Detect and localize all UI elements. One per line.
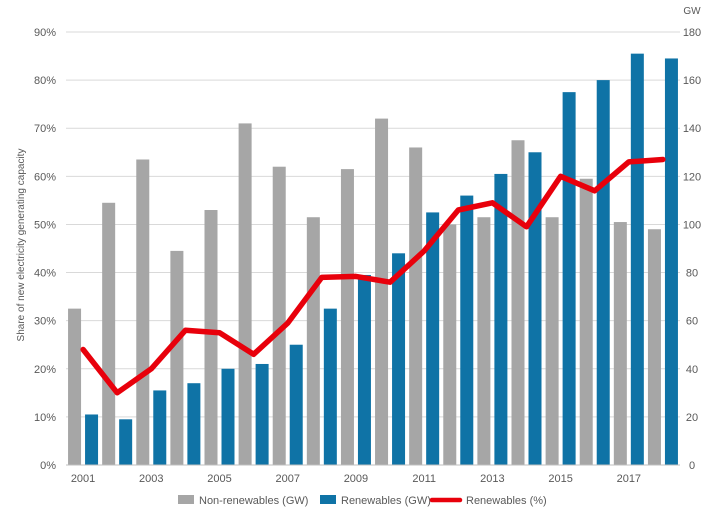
bars	[68, 53, 678, 466]
legend-swatch-renewables	[320, 495, 336, 504]
bar-non-renewables	[272, 166, 286, 465]
gridlines	[66, 31, 680, 418]
y-right-tick-label: 20	[686, 412, 698, 424]
y-left-tick-label: 70%	[34, 123, 56, 135]
y-left-tick-label: 40%	[34, 268, 56, 280]
bar-renewables	[426, 212, 440, 465]
bar-non-renewables	[511, 140, 525, 465]
legend: Non-renewables (GW) Renewables (GW) Renewa…	[178, 495, 547, 507]
x-tick-label: 2013	[480, 473, 504, 485]
bar-renewables	[255, 363, 269, 465]
y-right-tick-label: 0	[689, 460, 695, 472]
x-tick-label: 2015	[548, 473, 572, 485]
y-axis-left-title: Share of new electricity generating capa…	[16, 149, 27, 342]
bar-renewables	[187, 383, 201, 465]
y-left-tick-label: 30%	[34, 316, 56, 328]
legend-label-non-renewables: Non-renewables (GW)	[199, 495, 308, 507]
bar-renewables	[357, 274, 371, 465]
x-tick-label: 2017	[617, 473, 641, 485]
y-right-tick-label: 140	[683, 123, 701, 135]
bar-non-renewables	[579, 178, 593, 465]
x-tick-label: 2009	[344, 473, 368, 485]
bar-non-renewables	[340, 169, 354, 465]
y-right-tick-label: 60	[686, 316, 698, 328]
y-left-tick-label: 50%	[34, 219, 56, 231]
bar-non-renewables	[545, 217, 559, 465]
bar-renewables	[119, 419, 133, 465]
bar-non-renewables	[102, 202, 116, 466]
legend-swatch-non-renewables	[178, 495, 194, 504]
y-left-tick-label: 10%	[34, 412, 56, 424]
line-renewables-percent	[80, 156, 666, 396]
bar-non-renewables	[443, 224, 457, 465]
x-tick-label: 2011	[412, 473, 436, 485]
y-left-tick-label: 90%	[34, 27, 56, 39]
y-left-tick-label: 80%	[34, 75, 56, 87]
y-right-tick-label: 160	[683, 75, 701, 87]
x-tick-label: 2003	[139, 473, 163, 485]
bar-renewables	[528, 152, 542, 465]
x-tick-label: 2005	[207, 473, 231, 485]
bar-non-renewables	[204, 210, 218, 465]
bar-renewables	[664, 58, 678, 465]
bar-renewables	[221, 368, 235, 465]
y-right-tick-label: 100	[683, 219, 701, 231]
bar-renewables	[153, 390, 167, 465]
bar-renewables	[562, 92, 576, 465]
bar-renewables	[596, 80, 610, 465]
x-tick-label: 2007	[275, 473, 299, 485]
y-right-tick-label: 180	[683, 27, 701, 39]
y-axis-right-title: GW	[683, 6, 701, 17]
y-right-tick-label: 120	[683, 171, 701, 183]
bar-renewables	[289, 344, 303, 465]
axes: 0% 10% 20% 30% 40% 50% 60% 70% 80% 90% 0 20 40 60 80 10…	[34, 27, 701, 485]
bar-non-renewables	[409, 147, 423, 465]
bar-renewables	[323, 308, 337, 465]
y-left-tick-label: 0%	[40, 460, 56, 472]
y-right-tick-label: 40	[686, 364, 698, 376]
line-layer	[80, 156, 666, 396]
y-right-tick-label: 80	[686, 268, 698, 280]
legend-label-renewables-percent: Renewables (%)	[466, 495, 547, 507]
bar-renewables	[85, 414, 99, 465]
y-left-tick-label: 60%	[34, 171, 56, 183]
bar-renewables	[460, 195, 474, 466]
bar-renewables	[392, 253, 406, 465]
bar-non-renewables	[68, 308, 82, 465]
legend-label-renewables: Renewables (GW)	[341, 495, 431, 507]
bar-non-renewables	[613, 222, 627, 465]
y-left-tick-label: 20%	[34, 364, 56, 376]
bar-non-renewables	[647, 229, 661, 465]
x-tick-label: 2001	[71, 473, 95, 485]
bar-non-renewables	[238, 123, 252, 466]
bar-renewables	[494, 173, 508, 465]
bar-non-renewables	[170, 250, 184, 465]
bar-non-renewables	[306, 217, 320, 465]
bar-renewables	[630, 53, 644, 466]
bar-non-renewables	[136, 159, 150, 465]
bar-non-renewables	[477, 217, 491, 465]
bar-non-renewables	[375, 118, 389, 465]
